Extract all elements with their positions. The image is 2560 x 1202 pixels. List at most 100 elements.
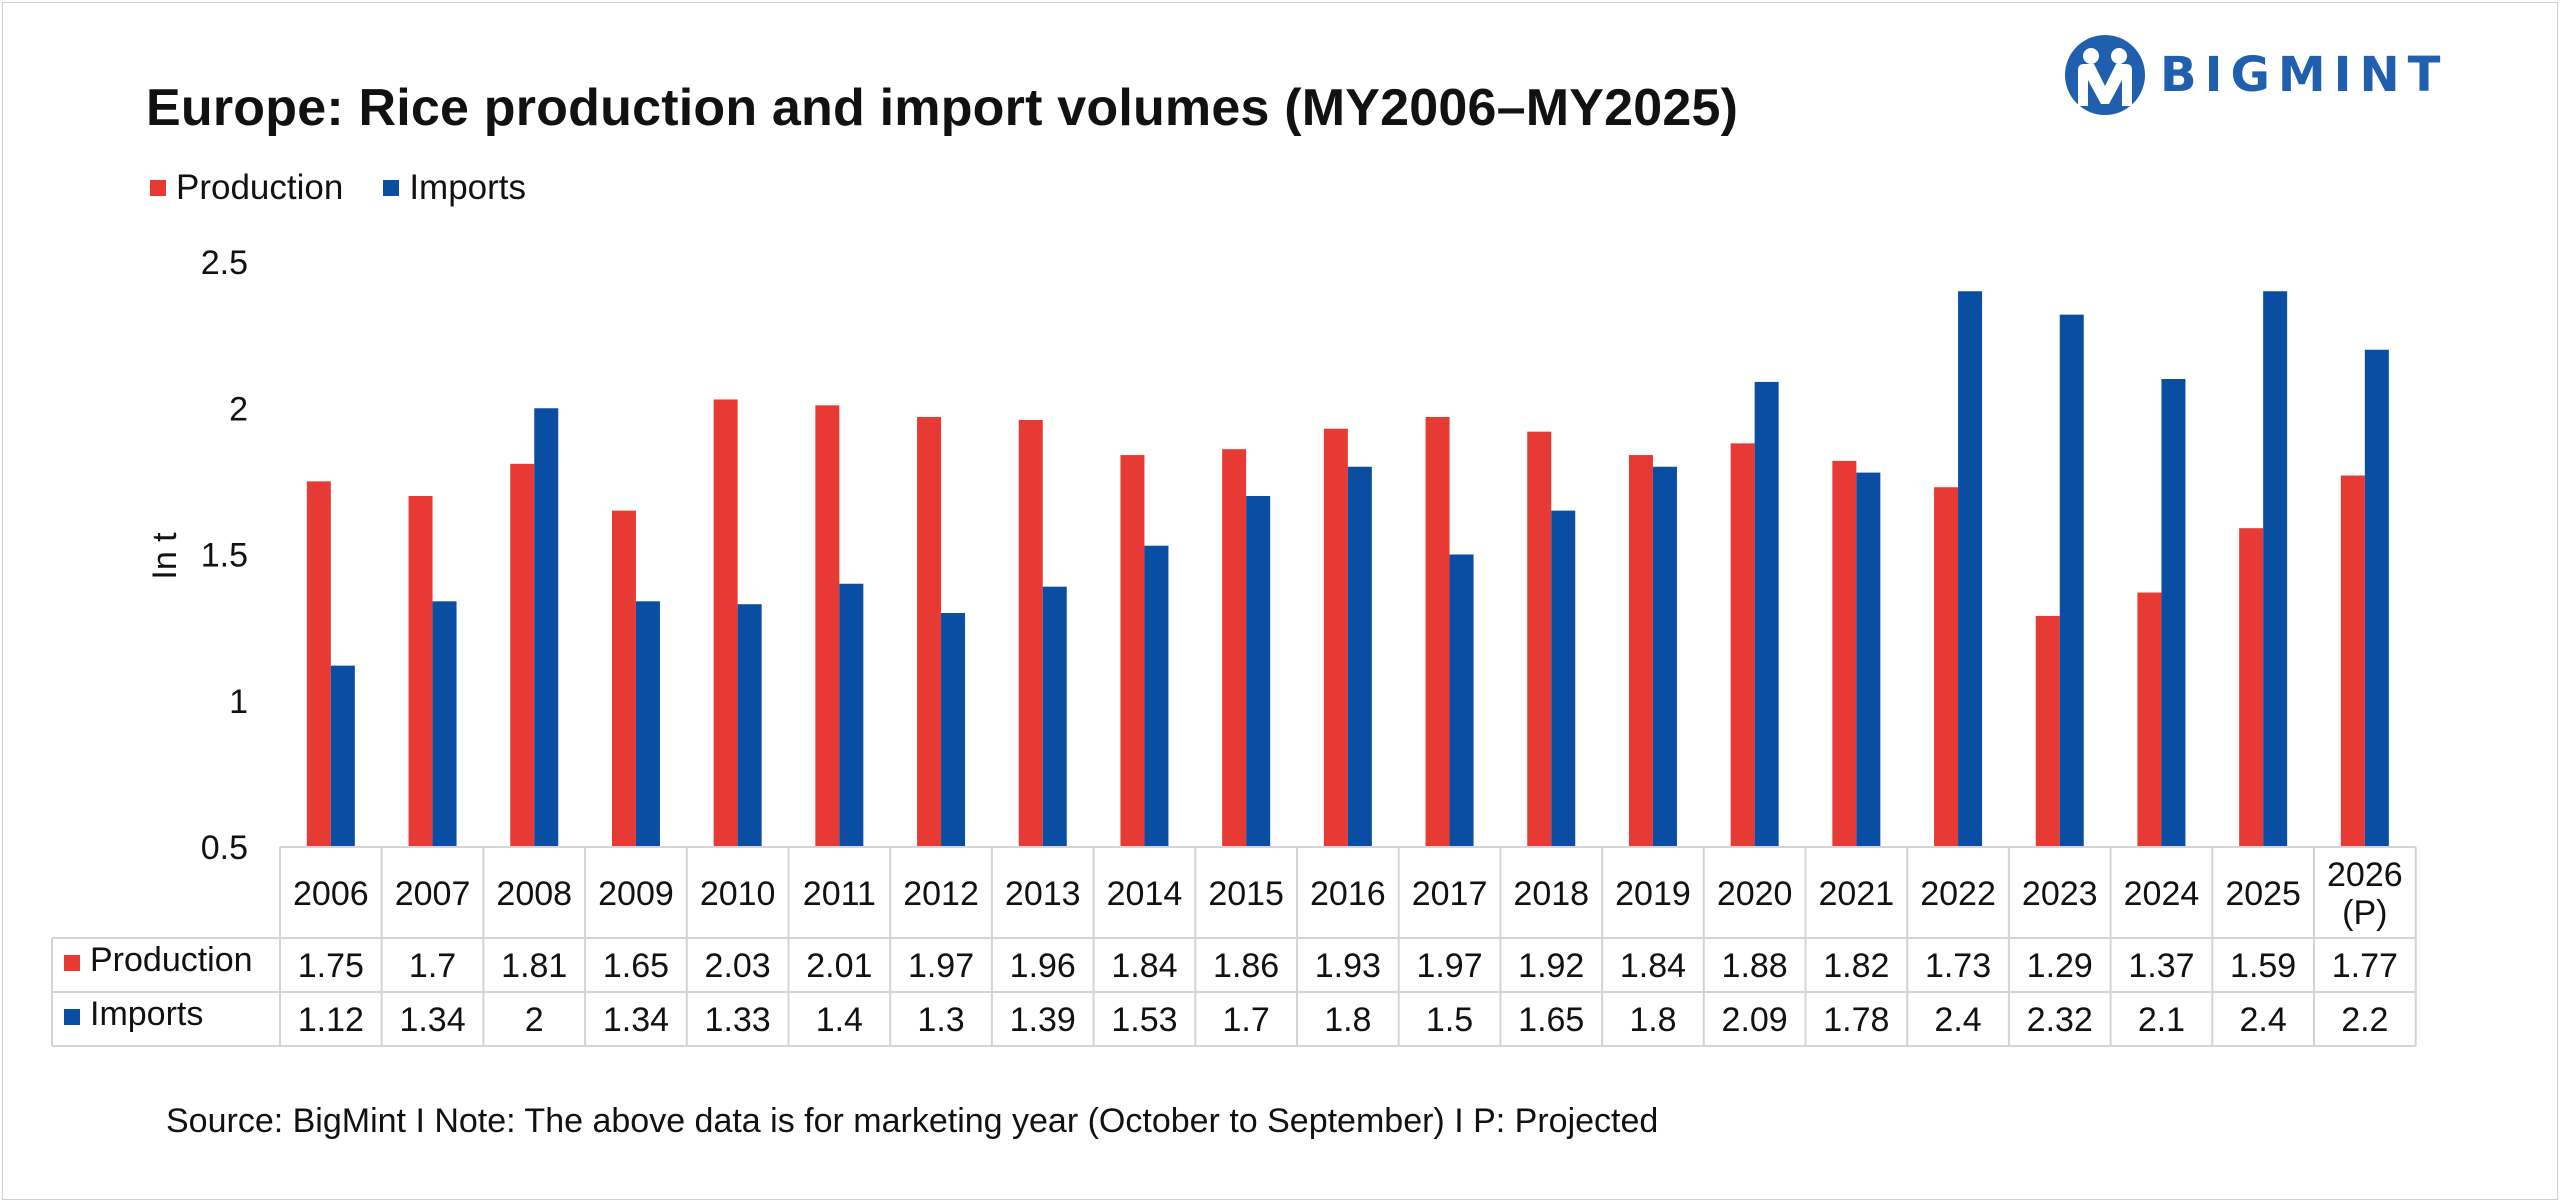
data-label-production: 1.37	[2128, 947, 2194, 985]
data-label-imports: 2.09	[1722, 1001, 1788, 1039]
bar-production-2017	[1425, 417, 1450, 847]
bar-production-2018	[1527, 431, 1552, 847]
data-label-imports: 2.4	[2240, 1001, 2287, 1039]
data-label-production: 1.84	[1620, 947, 1686, 985]
data-label-imports: 1.8	[1629, 1001, 1676, 1039]
bar-production-2010	[713, 399, 738, 847]
legend-swatch-imports	[383, 180, 400, 196]
bar-production-2015	[1222, 449, 1247, 847]
x-tick-label: (P)	[2342, 894, 2387, 932]
chart-title: Europe: Rice production and import volum…	[146, 79, 1739, 137]
bar-imports-2015	[1246, 496, 1271, 847]
bar-production-2012	[917, 417, 942, 847]
data-label-imports: 1.12	[298, 1001, 364, 1039]
x-tick-label: 2008	[496, 875, 572, 913]
x-tick-label: 2015	[1208, 875, 1284, 913]
x-tick-label: 2007	[395, 875, 471, 913]
brand-logo: BIGMINT	[2064, 34, 2448, 116]
data-label-imports: 1.39	[1010, 1001, 1076, 1039]
bar-production-2007	[408, 496, 433, 847]
data-label-production: 1.93	[1315, 947, 1381, 985]
bar-imports-2014	[1144, 545, 1169, 847]
y-tick-label: 1	[229, 683, 248, 721]
bar-production-2008	[510, 463, 535, 847]
x-tick-label: 2011	[803, 875, 876, 913]
bar-production-2021	[1832, 460, 1857, 847]
bar-production-2011	[815, 405, 840, 847]
data-label-imports: 1.33	[705, 1001, 771, 1039]
x-tick-label: 2025	[2225, 875, 2301, 913]
data-label-imports: 2.4	[1934, 1001, 1981, 1039]
bar-production-2016	[1323, 428, 1348, 847]
bigmint-logo-icon	[2065, 35, 2145, 115]
bar-imports-2022	[1958, 291, 1983, 847]
legend-label-imports: Imports	[409, 168, 527, 207]
data-label-production: 1.92	[1518, 947, 1584, 985]
bar-production-2020	[1730, 443, 1755, 847]
bar-production-2014	[1120, 455, 1145, 847]
bar-production-2006	[306, 481, 331, 847]
table-legend-key-imports	[64, 1009, 80, 1025]
x-tick-label: 2014	[1107, 875, 1183, 913]
bar-imports-2007	[432, 601, 457, 847]
data-label-imports: 1.4	[816, 1001, 863, 1039]
data-label-imports: 1.34	[603, 1001, 669, 1039]
data-label-production: 2.01	[806, 947, 872, 985]
bar-imports-2021	[1856, 472, 1881, 847]
x-tick-label: 2024	[2124, 875, 2200, 913]
y-tick-label: 2	[229, 390, 248, 428]
bar-imports-2012	[941, 613, 966, 847]
data-label-production: 1.86	[1213, 947, 1279, 985]
data-label-production: 1.96	[1010, 947, 1076, 985]
y-axis: 0.5 1 1.5 2 2.5	[201, 244, 248, 867]
bar-imports-2023	[2059, 314, 2084, 847]
data-label-imports: 1.65	[1518, 1001, 1584, 1039]
x-tick-label: 2013	[1005, 875, 1081, 913]
bar-production-2022	[1934, 487, 1959, 847]
data-label-production: 1.82	[1823, 947, 1889, 985]
data-label-production: 1.97	[908, 947, 974, 985]
y-tick-label: 1.5	[201, 537, 248, 575]
x-tick-label: 2026	[2327, 856, 2403, 894]
data-label-imports: 1.53	[1111, 1001, 1177, 1039]
bar-production-2009	[611, 510, 636, 847]
data-label-imports: 2	[525, 1001, 544, 1039]
data-label-imports: 1.8	[1324, 1001, 1371, 1039]
bar-imports-2018	[1551, 510, 1576, 847]
data-label-production: 1.7	[409, 947, 456, 985]
data-label-production: 2.03	[705, 947, 771, 985]
bar-imports-2024	[2161, 379, 2186, 847]
bar-imports-2008	[534, 408, 559, 847]
data-label-production: 1.77	[2332, 947, 2398, 985]
bar-imports-2026P	[2364, 349, 2389, 847]
x-tick-label: 2016	[1310, 875, 1386, 913]
bar-production-2023	[2035, 615, 2060, 847]
x-tick-label: 2020	[1717, 875, 1793, 913]
bars	[306, 291, 2389, 847]
bar-imports-2010	[737, 604, 762, 847]
data-label-imports: 1.34	[399, 1001, 465, 1039]
data-label-imports: 2.1	[2138, 1001, 2185, 1039]
y-axis-label: In t	[146, 532, 184, 580]
data-label-production: 1.29	[2027, 947, 2093, 985]
chart-legend: Production Imports	[150, 168, 566, 208]
y-tick-label: 2.5	[201, 244, 248, 282]
bar-imports-2013	[1042, 586, 1067, 847]
x-tick-label: 2010	[700, 875, 776, 913]
legend-label-production: Production	[176, 168, 344, 207]
data-label-production: 1.97	[1416, 947, 1482, 985]
bar-imports-2011	[839, 583, 864, 847]
y-tick-label: 0.5	[201, 829, 248, 867]
x-tick-label: 2018	[1513, 875, 1589, 913]
data-label-production: 1.84	[1111, 947, 1177, 985]
table-legend-key-production	[64, 955, 80, 971]
data-label-production: 1.59	[2230, 947, 2296, 985]
x-tick-label: 2019	[1615, 875, 1691, 913]
footnote: Source: BigMint I Note: The above data i…	[166, 1102, 1659, 1140]
data-label-production: 1.73	[1925, 947, 1991, 985]
bar-imports-2009	[635, 601, 660, 847]
x-tick-label: 2012	[903, 875, 979, 913]
x-tick-label: 2006	[293, 875, 369, 913]
table-row-label-production: Production	[90, 941, 253, 979]
data-label-production: 1.65	[603, 947, 669, 985]
